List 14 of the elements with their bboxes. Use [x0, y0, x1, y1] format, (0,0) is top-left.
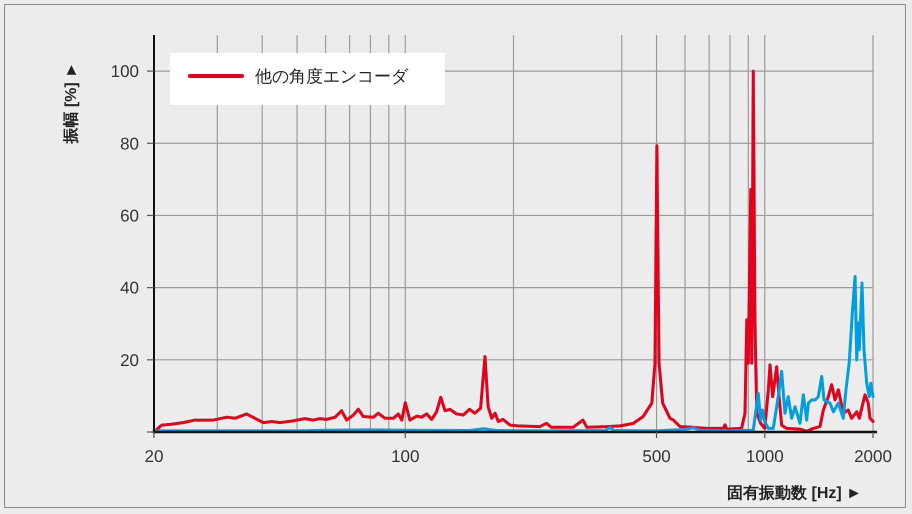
y-tick-label: 80 [120, 134, 139, 154]
y-tick-label: 20 [120, 350, 139, 370]
x-tick-label: 100 [391, 447, 420, 466]
y-tick-label: 100 [110, 62, 139, 82]
x-tick-label: 1000 [746, 447, 784, 466]
legend: 他の角度エンコーダ [170, 53, 445, 105]
x-axis-title: 固有振動数 [Hz] ► [727, 484, 862, 502]
y-tick-label: 40 [120, 278, 139, 298]
legend-label: 他の角度エンコーダ [255, 67, 409, 86]
y-tick-label: 60 [120, 206, 139, 226]
x-tick-label: 20 [144, 447, 164, 466]
x-tick-label: 500 [642, 447, 671, 466]
y-axis-title: 振幅 [%] ► [62, 62, 80, 145]
x-tick-label: 2000 [854, 447, 892, 466]
